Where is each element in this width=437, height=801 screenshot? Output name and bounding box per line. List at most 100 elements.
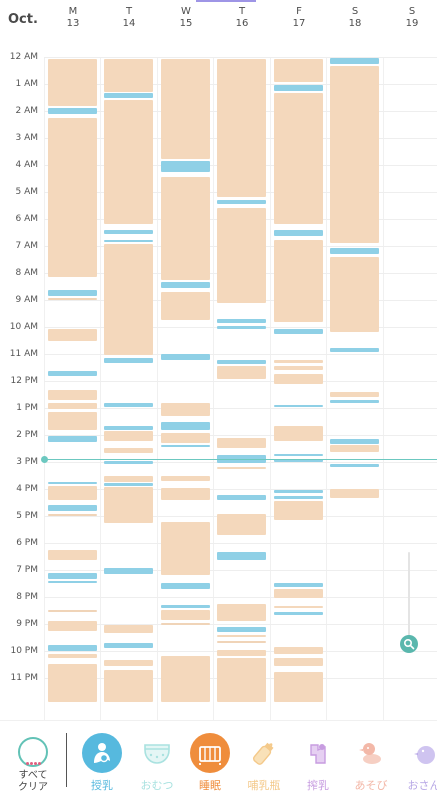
day-header-wed[interactable]: W 15 xyxy=(179,6,193,29)
sleep-block[interactable] xyxy=(161,623,210,625)
feeding-block[interactable] xyxy=(161,605,210,608)
sleep-block[interactable] xyxy=(330,392,379,397)
filter-sleep[interactable]: 睡眠 xyxy=(182,733,238,793)
all-clear-button[interactable]: すべて クリア xyxy=(6,737,60,794)
feeding-block[interactable] xyxy=(104,483,153,486)
feeding-block[interactable] xyxy=(217,552,266,560)
sleep-block[interactable] xyxy=(330,66,379,243)
filter-breast-pump[interactable]: 搾乳 xyxy=(290,733,346,793)
feeding-block[interactable] xyxy=(274,496,323,499)
sleep-block[interactable] xyxy=(217,467,266,469)
sleep-block[interactable] xyxy=(217,604,266,621)
zoom-slider-track[interactable] xyxy=(408,552,410,642)
sleep-block[interactable] xyxy=(217,635,266,637)
feeding-block[interactable] xyxy=(217,326,266,329)
sleep-block[interactable] xyxy=(217,658,266,702)
feeding-block[interactable] xyxy=(217,360,266,364)
sleep-block[interactable] xyxy=(274,59,323,82)
feeding-block[interactable] xyxy=(161,583,210,589)
feeding-block[interactable] xyxy=(274,490,323,493)
sleep-block[interactable] xyxy=(274,606,323,608)
sleep-block[interactable] xyxy=(104,431,153,441)
feeding-block[interactable] xyxy=(274,612,323,615)
sleep-block[interactable] xyxy=(330,489,379,498)
sleep-block[interactable] xyxy=(48,550,97,560)
sleep-block[interactable] xyxy=(48,514,97,516)
day-header-fri[interactable]: F 17 xyxy=(292,6,306,29)
sleep-block[interactable] xyxy=(104,660,153,666)
sleep-block[interactable] xyxy=(217,59,266,197)
sleep-block[interactable] xyxy=(330,257,379,332)
sleep-block[interactable] xyxy=(217,650,266,656)
sleep-block[interactable] xyxy=(161,292,210,320)
feeding-block[interactable] xyxy=(274,583,323,587)
sleep-block[interactable] xyxy=(161,656,210,702)
feeding-block[interactable] xyxy=(330,348,379,352)
feeding-block[interactable] xyxy=(104,358,153,363)
feeding-block[interactable] xyxy=(330,58,379,64)
week-timeline-grid[interactable]: 12 AM 1 AM 2 AM 3 AM 4 AM 5 AM 6 AM 7 AM… xyxy=(0,40,437,734)
feeding-block[interactable] xyxy=(48,581,97,583)
day-header-mon[interactable]: M 13 xyxy=(66,6,80,29)
filter-bottle[interactable]: 哺乳瓶 xyxy=(236,733,292,793)
sleep-block[interactable] xyxy=(48,403,97,409)
sleep-block[interactable] xyxy=(48,621,97,631)
feeding-block[interactable] xyxy=(274,329,323,334)
sleep-block[interactable] xyxy=(274,672,323,702)
sleep-block[interactable] xyxy=(104,487,153,523)
sleep-block[interactable] xyxy=(161,433,210,443)
sleep-block[interactable] xyxy=(104,59,153,92)
feeding-block[interactable] xyxy=(104,403,153,407)
sleep-block[interactable] xyxy=(104,100,153,224)
feeding-block[interactable] xyxy=(274,85,323,91)
feeding-block[interactable] xyxy=(104,426,153,430)
filter-walk[interactable]: おさん xyxy=(396,733,437,793)
sleep-block[interactable] xyxy=(161,522,210,575)
sleep-block[interactable] xyxy=(161,403,210,416)
sleep-block[interactable] xyxy=(48,486,97,500)
sleep-block[interactable] xyxy=(161,610,210,620)
feeding-block[interactable] xyxy=(104,93,153,98)
sleep-block[interactable] xyxy=(274,426,323,441)
feeding-block[interactable] xyxy=(104,240,153,242)
feeding-block[interactable] xyxy=(48,108,97,114)
sleep-block[interactable] xyxy=(48,390,97,400)
sleep-block[interactable] xyxy=(161,488,210,500)
feeding-block[interactable] xyxy=(330,464,379,467)
feeding-block[interactable] xyxy=(274,230,323,236)
sleep-block[interactable] xyxy=(104,448,153,453)
sleep-block[interactable] xyxy=(48,412,97,430)
feeding-block[interactable] xyxy=(161,282,210,288)
feeding-block[interactable] xyxy=(104,568,153,574)
filter-play[interactable]: あそび xyxy=(343,733,399,793)
sleep-block[interactable] xyxy=(161,177,210,280)
filter-breastfeeding[interactable]: 授乳 xyxy=(74,733,130,793)
sleep-block[interactable] xyxy=(274,589,323,598)
day-header-thu[interactable]: T 16 xyxy=(235,6,249,29)
sleep-block[interactable] xyxy=(274,360,323,363)
feeding-block[interactable] xyxy=(330,400,379,403)
sleep-block[interactable] xyxy=(48,610,97,612)
sleep-block[interactable] xyxy=(161,59,210,159)
filter-diaper[interactable]: おむつ xyxy=(129,733,185,793)
feeding-block[interactable] xyxy=(48,371,97,376)
sleep-block[interactable] xyxy=(48,329,97,341)
sleep-block[interactable] xyxy=(274,374,323,384)
sleep-block[interactable] xyxy=(104,625,153,633)
feeding-block[interactable] xyxy=(274,459,323,462)
feeding-block[interactable] xyxy=(217,200,266,204)
feeding-block[interactable] xyxy=(48,573,97,579)
sleep-block[interactable] xyxy=(104,244,153,355)
zoom-handle[interactable] xyxy=(400,635,418,653)
sleep-block[interactable] xyxy=(217,514,266,535)
feeding-block[interactable] xyxy=(217,627,266,632)
sleep-block[interactable] xyxy=(48,59,97,106)
feeding-block[interactable] xyxy=(104,230,153,234)
sleep-block[interactable] xyxy=(104,670,153,702)
feeding-block[interactable] xyxy=(274,405,323,407)
sleep-block[interactable] xyxy=(217,438,266,448)
feeding-block[interactable] xyxy=(48,645,97,651)
sleep-block[interactable] xyxy=(48,664,97,702)
feeding-block[interactable] xyxy=(48,482,97,484)
sleep-block[interactable] xyxy=(48,298,97,300)
